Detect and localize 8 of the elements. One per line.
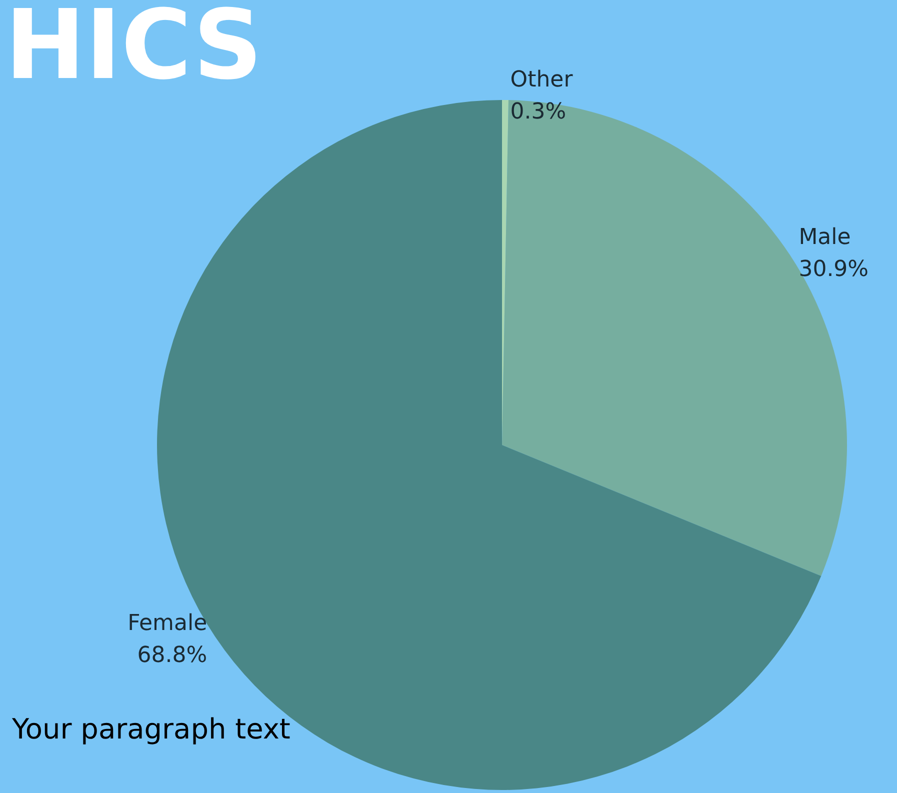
slice-label: Other [510, 68, 574, 93]
data-label: 30.9% [798, 256, 869, 282]
text: Your paragraph text [11, 712, 290, 746]
slice-label: Female [128, 610, 208, 636]
data-label: 68.8% [137, 642, 208, 668]
data-label: 0.3% [510, 100, 566, 125]
slice-label: Male [798, 224, 851, 250]
chart-title: HICS [5, 0, 262, 101]
